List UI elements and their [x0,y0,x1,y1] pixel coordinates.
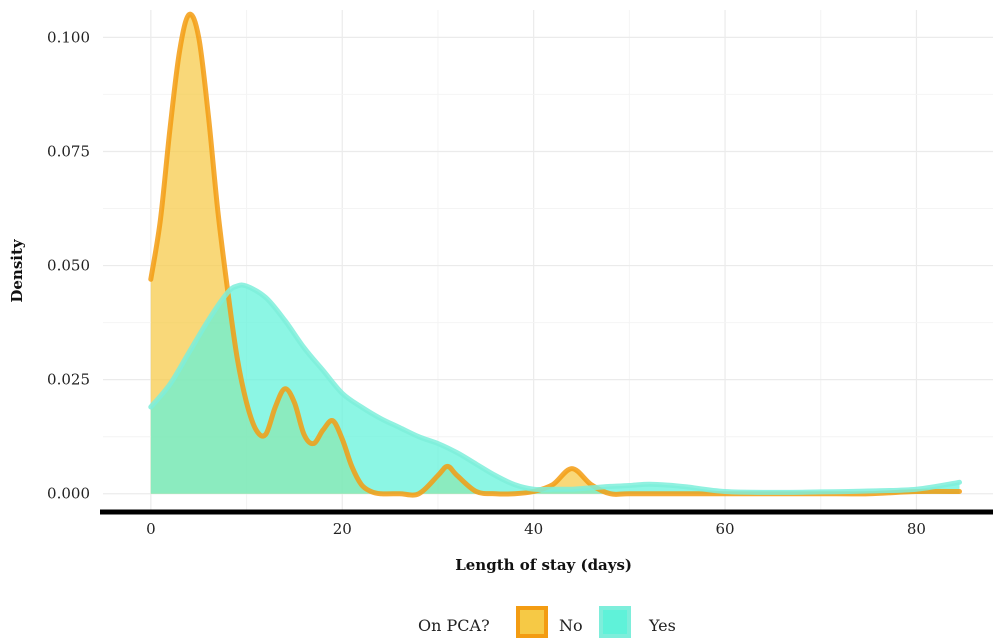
y-tick-labels: 0.000 0.025 0.050 0.075 0.100 [47,28,90,502]
legend-key-yes [599,606,631,638]
legend-key-no [516,606,548,638]
legend-title: On PCA? [418,616,490,635]
y-tick-label: 0.025 [47,371,90,389]
series-layer [148,11,962,498]
legend-label-yes: Yes [648,616,676,635]
legend-label-no: No [559,616,583,635]
x-tick-label: 20 [333,520,352,538]
x-axis-title: Length of stay (days) [455,556,632,574]
x-tick-label: 80 [907,520,926,538]
x-tick-label: 0 [146,520,156,538]
y-tick-label: 0.075 [47,142,90,160]
y-tick-label: 0.050 [47,257,90,275]
x-tick-label: 60 [715,520,734,538]
series-line-yes [148,282,962,495]
y-tick-label: 0.100 [47,28,90,46]
x-tick-labels: 0 20 40 60 80 [146,520,926,538]
series-line-no [148,11,962,498]
legend: On PCA? No Yes [418,606,676,638]
y-axis-title: Density [8,238,26,303]
y-tick-label: 0.000 [47,485,90,503]
x-tick-label: 40 [524,520,543,538]
series-area-yes [150,284,960,494]
